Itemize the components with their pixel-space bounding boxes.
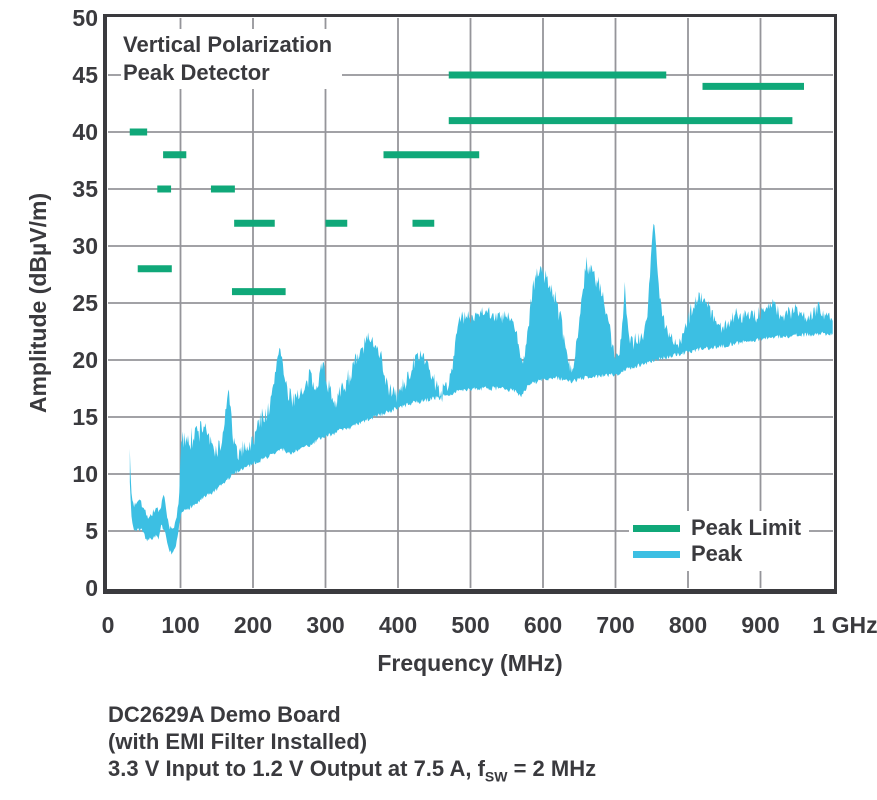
x-tick-label: 500 xyxy=(451,612,490,638)
y-tick-label: 5 xyxy=(85,518,98,544)
x-tick-label: 100 xyxy=(161,612,200,638)
y-tick-label: 30 xyxy=(72,233,98,259)
y-tick-label: 25 xyxy=(72,290,98,316)
x-tick-label: 400 xyxy=(378,612,418,638)
caption-fsw-subscript: SW xyxy=(484,768,508,785)
x-axis-title: Frequency (MHz) xyxy=(377,650,563,676)
x-tick-label: 600 xyxy=(523,612,563,638)
legend-item-peak-limit: Peak Limit xyxy=(633,515,801,541)
x-tick-label: 300 xyxy=(306,612,345,638)
peak-swatch xyxy=(633,550,680,558)
y-axis-title: Amplitude (dBµV/m) xyxy=(25,192,51,414)
legend: Peak Limit Peak xyxy=(629,511,810,571)
y-tick-label: 35 xyxy=(72,176,98,202)
chart-caption: DC2629A Demo Board (with EMI Filter Inst… xyxy=(108,701,596,790)
peak-limit-swatch xyxy=(633,524,680,532)
caption-line-3: 3.3 V Input to 1.2 V Output at 7.5 A, fS… xyxy=(108,756,597,785)
caption-line-2: (with EMI Filter Installed) xyxy=(108,729,368,754)
x-tick-label: 0 xyxy=(101,612,115,638)
caption-line-1: DC2629A Demo Board xyxy=(108,702,341,727)
plot-area xyxy=(108,18,833,588)
x-tick-label: 1 GHz xyxy=(812,612,877,638)
peak-limit-segments xyxy=(129,71,804,296)
legend-label-peak: Peak xyxy=(691,541,743,566)
y-tick-label: 50 xyxy=(72,5,98,31)
x-tick-label: 200 xyxy=(233,612,273,638)
gridlines xyxy=(108,18,833,588)
legend-label-peak-limit: Peak Limit xyxy=(691,515,802,540)
y-tick-label: 40 xyxy=(72,119,98,145)
x-tick-label: 900 xyxy=(741,612,780,638)
annotation-line-2: Peak Detector xyxy=(123,60,270,85)
y-tick-label: 20 xyxy=(72,347,98,373)
y-tick-label: 15 xyxy=(72,404,98,430)
y-tick-label: 45 xyxy=(72,62,98,88)
y-tick-label: 0 xyxy=(85,575,98,601)
legend-item-peak: Peak xyxy=(633,541,801,567)
x-tick-label: 700 xyxy=(596,612,635,638)
annotation-line-1: Vertical Polarization xyxy=(123,32,333,57)
peak-trace-area xyxy=(129,223,833,555)
x-tick-label: 800 xyxy=(668,612,708,638)
plot-annotation: Vertical Polarization Peak Detector xyxy=(121,29,343,89)
peak-trace xyxy=(129,223,833,555)
y-tick-label: 10 xyxy=(72,461,98,487)
